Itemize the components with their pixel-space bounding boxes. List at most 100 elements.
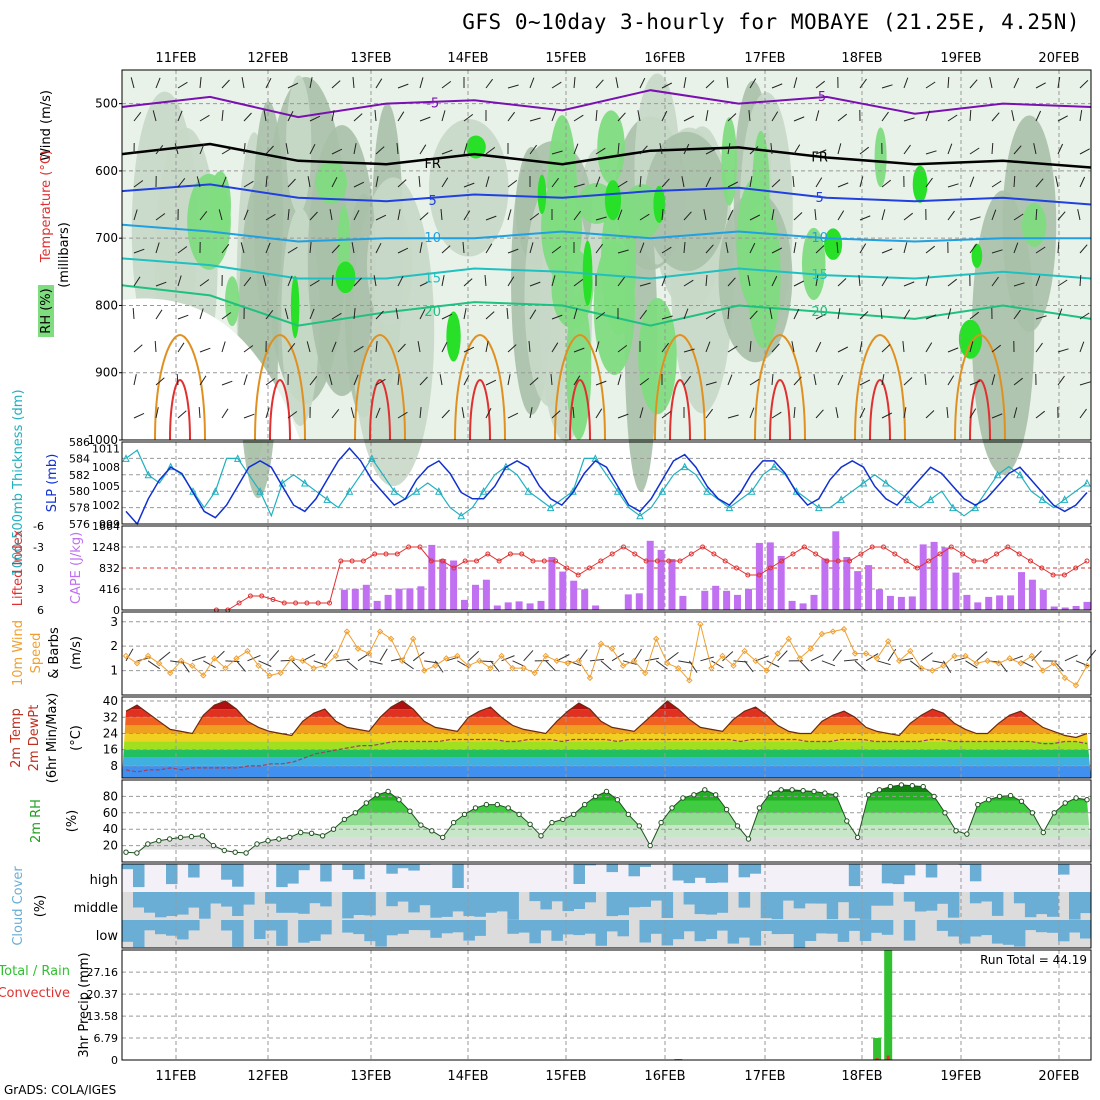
wind-barb [595, 311, 606, 320]
wind-barb [507, 344, 517, 353]
wind-barb [221, 176, 227, 188]
wind-speed-point [840, 625, 848, 633]
wind-barb [727, 345, 738, 353]
cloud-cell-middle [243, 892, 255, 905]
cloud-cell-middle [738, 892, 751, 908]
lifted-point [1073, 565, 1079, 571]
wind-barb [375, 341, 378, 353]
rh-point [745, 836, 752, 842]
cloud-cell-low [507, 920, 519, 934]
wind-barb [683, 241, 686, 254]
wind-barb [353, 374, 359, 386]
rh-point [1040, 829, 1047, 836]
wind-barb [578, 649, 588, 662]
precip-axis-label: 3hr Precip (mm) [77, 952, 92, 1057]
wind-barb [529, 77, 535, 89]
wind-speed-point [454, 652, 461, 660]
cape-bar [373, 600, 381, 610]
cape-bar [624, 594, 632, 610]
temperature-panel [122, 697, 1091, 778]
cloud-cell-middle [694, 892, 707, 915]
wind-barb [258, 660, 272, 667]
wind-speed-point [575, 657, 583, 665]
wind-barb [424, 660, 439, 664]
lifted-point [462, 558, 468, 564]
wind-speed-point [641, 669, 649, 677]
wind-barb [617, 142, 620, 155]
wind-barb [617, 249, 629, 254]
lifted-point [496, 558, 502, 564]
wind-barb [485, 215, 497, 221]
wind-barb [815, 245, 825, 254]
wind-barb [793, 376, 802, 386]
temperature-legend-label: Temperature (°C) [39, 150, 54, 263]
wind-barb [269, 649, 280, 662]
lifted-cape-panel [122, 526, 1091, 613]
wind-barb [617, 374, 622, 386]
cloud-cell-middle [507, 892, 519, 920]
wind-barb [397, 111, 405, 122]
wind-barb [903, 144, 911, 155]
wind-barb [683, 348, 695, 353]
pressure-tick-label: 700 [95, 231, 118, 245]
wind-barb [661, 110, 668, 122]
rh-point [527, 821, 533, 827]
wind-barb [1079, 274, 1082, 287]
wind-speed-point [321, 662, 329, 669]
thickness-tick-label: 584 [69, 452, 90, 465]
cloud-cell-low [826, 920, 839, 934]
wind-speed-point [409, 635, 417, 643]
wind-barb [815, 177, 823, 188]
wind-barb [727, 143, 731, 155]
cloud-cell-middle [551, 892, 563, 902]
wind-barb [595, 341, 600, 353]
wind-barb [903, 309, 911, 320]
wind-barb [639, 407, 644, 419]
lifted-point [507, 551, 513, 557]
wind-barb [199, 77, 202, 89]
lifted-point [971, 558, 977, 564]
wind-barb [523, 650, 534, 662]
wind-barb [727, 181, 739, 188]
wind-barb [133, 374, 137, 386]
wind-barb [705, 312, 716, 320]
cloud-cell-high [397, 864, 409, 869]
wind-barb [397, 179, 407, 188]
wind-barb [859, 215, 871, 221]
rh-point [647, 842, 653, 849]
rh-region [874, 127, 887, 188]
temp-tick-label: 32 [103, 710, 118, 724]
lifted-tick-label: 6 [37, 604, 44, 617]
rh-region [801, 227, 826, 300]
cape-bar [1061, 607, 1069, 610]
isotherm-25 [554, 333, 606, 441]
thickness-tick-label: 586 [69, 436, 90, 449]
cloud-cell-low [793, 920, 806, 948]
cloud-cell-middle [452, 892, 464, 912]
lifted-point [779, 558, 785, 564]
wind-barb [813, 374, 817, 386]
isotherm-label: 20 [811, 305, 828, 320]
cape-bar [559, 571, 567, 610]
wind-barb [595, 243, 603, 254]
bottom-date-label: 20FEB [1038, 1069, 1079, 1084]
wind-barb [265, 213, 276, 221]
thickness-panel [122, 442, 1091, 526]
top-date-label: 13FEB [350, 51, 391, 66]
cloud-cell-high [925, 864, 938, 878]
isotherm-5 [121, 183, 1092, 206]
wind-speed-point [1039, 667, 1047, 674]
wind-barb [125, 648, 134, 662]
cape-tick-label: 416 [99, 583, 120, 596]
cloud-cell-low [782, 920, 795, 934]
wind-speed-point [763, 667, 770, 674]
wind-barb [463, 182, 475, 188]
cape-bar [734, 594, 741, 610]
wind-barb [969, 408, 977, 419]
cloud-cell-low [188, 920, 200, 931]
cloud-cell-high [166, 864, 178, 885]
wind-speed-point [354, 645, 362, 652]
wind-barb [881, 84, 893, 89]
wind-barb [243, 276, 252, 287]
wind-barb [942, 660, 952, 673]
